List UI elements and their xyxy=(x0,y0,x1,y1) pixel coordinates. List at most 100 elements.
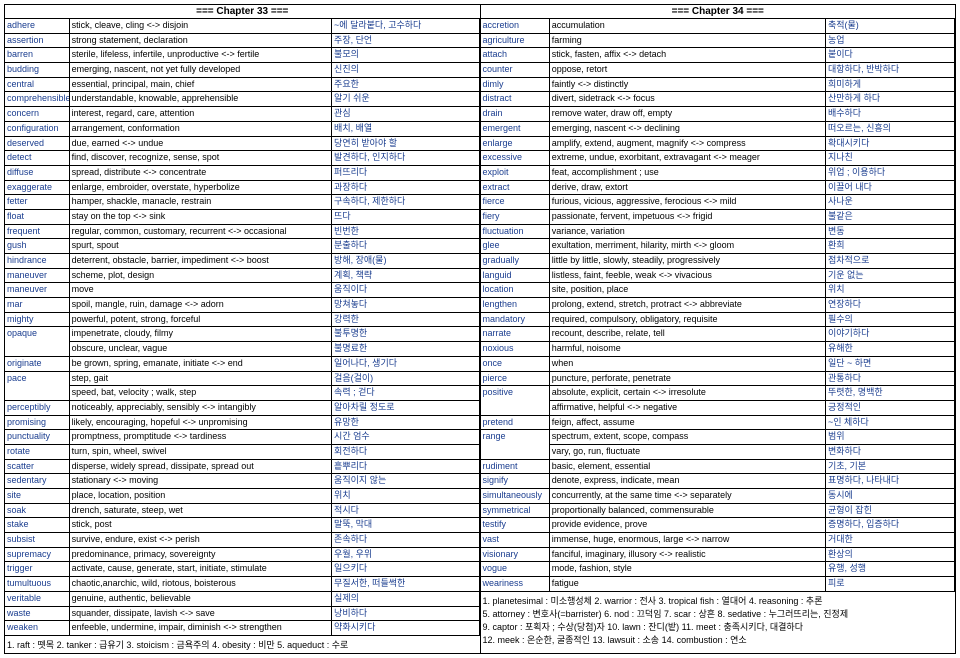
kor-cell: 대항하다, 반박하다 xyxy=(825,63,954,78)
vocab-row: fiercefurious, vicious, aggressive, fero… xyxy=(481,195,955,210)
kor-cell: 변화하다 xyxy=(825,444,954,459)
def-cell: emerging, nascent, not yet fully develop… xyxy=(69,63,331,78)
kor-cell: 위업 ; 이용하다 xyxy=(825,165,954,180)
word-cell: tumultuous xyxy=(5,577,69,592)
kor-cell: 환희 xyxy=(825,239,954,254)
kor-cell: 배수하다 xyxy=(825,107,954,122)
vocab-row: adherestick, cleave, cling <-> disjoin~에… xyxy=(5,19,479,33)
vocab-row: extractderive, draw, extort이끌어 내다 xyxy=(481,180,955,195)
word-cell: agriculture xyxy=(481,33,550,48)
vocab-row: fetterhamper, shackle, manacle, restrain… xyxy=(5,195,479,210)
vocab-row: configurationarrangement, conformation배치… xyxy=(5,121,479,136)
word-cell: rotate xyxy=(5,444,69,459)
kor-cell: 움직이지 않는 xyxy=(332,474,479,489)
word-cell: hindrance xyxy=(5,254,69,269)
kor-cell: 농업 xyxy=(825,33,954,48)
kor-cell: 희미하게 xyxy=(825,77,954,92)
vocab-row: speed, bat, velocity ; walk, step속력 ; 걷다 xyxy=(5,386,479,401)
def-cell: drench, saturate, steep, wet xyxy=(69,503,331,518)
vocab-table-left: adherestick, cleave, cling <-> disjoin~에… xyxy=(5,19,480,635)
kor-cell: 시간 엄수 xyxy=(332,430,479,445)
footer-right-b: 5. attorney : 변호사(=barrister) 6. nod : 끄… xyxy=(483,607,954,620)
word-cell: fierce xyxy=(481,195,550,210)
word-cell: scatter xyxy=(5,459,69,474)
def-cell: variance, variation xyxy=(549,224,825,239)
def-cell: spurt, spout xyxy=(69,239,331,254)
word-cell: deserved xyxy=(5,136,69,151)
vocab-row: pacestep, gait걸음(걸이) xyxy=(5,371,479,386)
def-cell: site, position, place xyxy=(549,283,825,298)
vocab-row: accretionaccumulation축적(물) xyxy=(481,19,955,33)
def-cell: promptness, promptitude <-> tardiness xyxy=(69,430,331,445)
def-cell: stationary <-> moving xyxy=(69,474,331,489)
kor-cell: 일어나다, 생기다 xyxy=(332,356,479,371)
word-cell: weaken xyxy=(5,621,69,635)
kor-cell: 연장하다 xyxy=(825,298,954,313)
kor-cell: 신진의 xyxy=(332,63,479,78)
def-cell: farming xyxy=(549,33,825,48)
word-cell: mar xyxy=(5,298,69,313)
vocab-row: stakestick, post말뚝, 막대 xyxy=(5,518,479,533)
kor-cell: ~인 체하다 xyxy=(825,415,954,430)
kor-cell: 우월, 우위 xyxy=(332,547,479,562)
vocab-row: voguemode, fashion, style유행, 성행 xyxy=(481,562,955,577)
word-cell: subsist xyxy=(5,533,69,548)
vocab-row: exploitfeat, accomplishment ; use위업 ; 이용… xyxy=(481,165,955,180)
word-cell: fluctuation xyxy=(481,224,550,239)
word-cell: frequent xyxy=(5,224,69,239)
def-cell: chaotic,anarchic, wild, riotous, boister… xyxy=(69,577,331,592)
kor-cell: 걸음(걸이) xyxy=(332,371,479,386)
word-cell: detect xyxy=(5,151,69,166)
def-cell: emerging, nascent <-> declining xyxy=(549,121,825,136)
vocab-row: centralessential, principal, main, chief… xyxy=(5,77,479,92)
vocab-row: excessiveextreme, undue, exorbitant, ext… xyxy=(481,151,955,166)
kor-cell: 유해한 xyxy=(825,342,954,357)
word-cell: extract xyxy=(481,180,550,195)
vocab-row: veritablegenuine, authentic, believable실… xyxy=(5,591,479,606)
def-cell: squander, dissipate, lavish <-> save xyxy=(69,606,331,621)
kor-cell: 뚜렷한, 명백한 xyxy=(825,386,954,401)
vocab-row: sedentarystationary <-> moving움직이지 않는 xyxy=(5,474,479,489)
vocab-row: siteplace, location, position위치 xyxy=(5,489,479,504)
vocab-row: marspoil, mangle, ruin, damage <-> adorn… xyxy=(5,298,479,313)
vocab-row: positiveabsolute, explicit, certain <-> … xyxy=(481,386,955,401)
word-cell: pace xyxy=(5,371,69,400)
def-cell: spread, distribute <-> concentrate xyxy=(69,165,331,180)
kor-cell: 위치 xyxy=(825,283,954,298)
kor-cell: 주요한 xyxy=(332,77,479,92)
vocab-row: languidlistless, faint, feeble, weak <->… xyxy=(481,268,955,283)
vocab-row: weakenenfeeble, undermine, impair, dimin… xyxy=(5,621,479,635)
kor-cell: 필수의 xyxy=(825,312,954,327)
word-cell: positive xyxy=(481,386,550,415)
kor-cell: 확대시키다 xyxy=(825,136,954,151)
def-cell: speed, bat, velocity ; walk, step xyxy=(69,386,331,401)
vocab-table-right: accretionaccumulation축적(물)agriculturefar… xyxy=(481,19,956,591)
vocab-row: maneuverscheme, plot, design계획, 책략 xyxy=(5,268,479,283)
kor-cell: 동시에 xyxy=(825,489,954,504)
def-cell: recount, describe, relate, tell xyxy=(549,327,825,342)
word-cell: vogue xyxy=(481,562,550,577)
kor-cell: 떠오르는, 신흥의 xyxy=(825,121,954,136)
vocab-row: diffusespread, distribute <-> concentrat… xyxy=(5,165,479,180)
word-cell: counter xyxy=(481,63,550,78)
vocab-row: testifyprovide evidence, prove증명하다, 입증하다 xyxy=(481,518,955,533)
kor-cell: 변동 xyxy=(825,224,954,239)
footer-right: 1. planetesimal : 미소행성체 2. warrior : 전사 … xyxy=(481,591,956,648)
kor-cell: 일으키다 xyxy=(332,562,479,577)
def-cell: interest, regard, care, attention xyxy=(69,107,331,122)
def-cell: prolong, extend, stretch, protract <-> a… xyxy=(549,298,825,313)
def-cell: accumulation xyxy=(549,19,825,33)
def-cell: fanciful, imaginary, illusory <-> realis… xyxy=(549,547,825,562)
word-cell: noxious xyxy=(481,342,550,357)
word-cell: gush xyxy=(5,239,69,254)
def-cell: noticeably, appreciably, sensibly <-> in… xyxy=(69,400,331,415)
word-cell: attach xyxy=(481,48,550,63)
def-cell: stick, post xyxy=(69,518,331,533)
vocab-row: mandatoryrequired, compulsory, obligator… xyxy=(481,312,955,327)
def-cell: vary, go, run, fluctuate xyxy=(549,444,825,459)
word-cell: soak xyxy=(5,503,69,518)
vocab-row: comprehensibleunderstandable, knowable, … xyxy=(5,92,479,107)
def-cell: concurrently, at the same time <-> separ… xyxy=(549,489,825,504)
word-cell: fiery xyxy=(481,209,550,224)
def-cell: enlarge, embroider, overstate, hyperboli… xyxy=(69,180,331,195)
